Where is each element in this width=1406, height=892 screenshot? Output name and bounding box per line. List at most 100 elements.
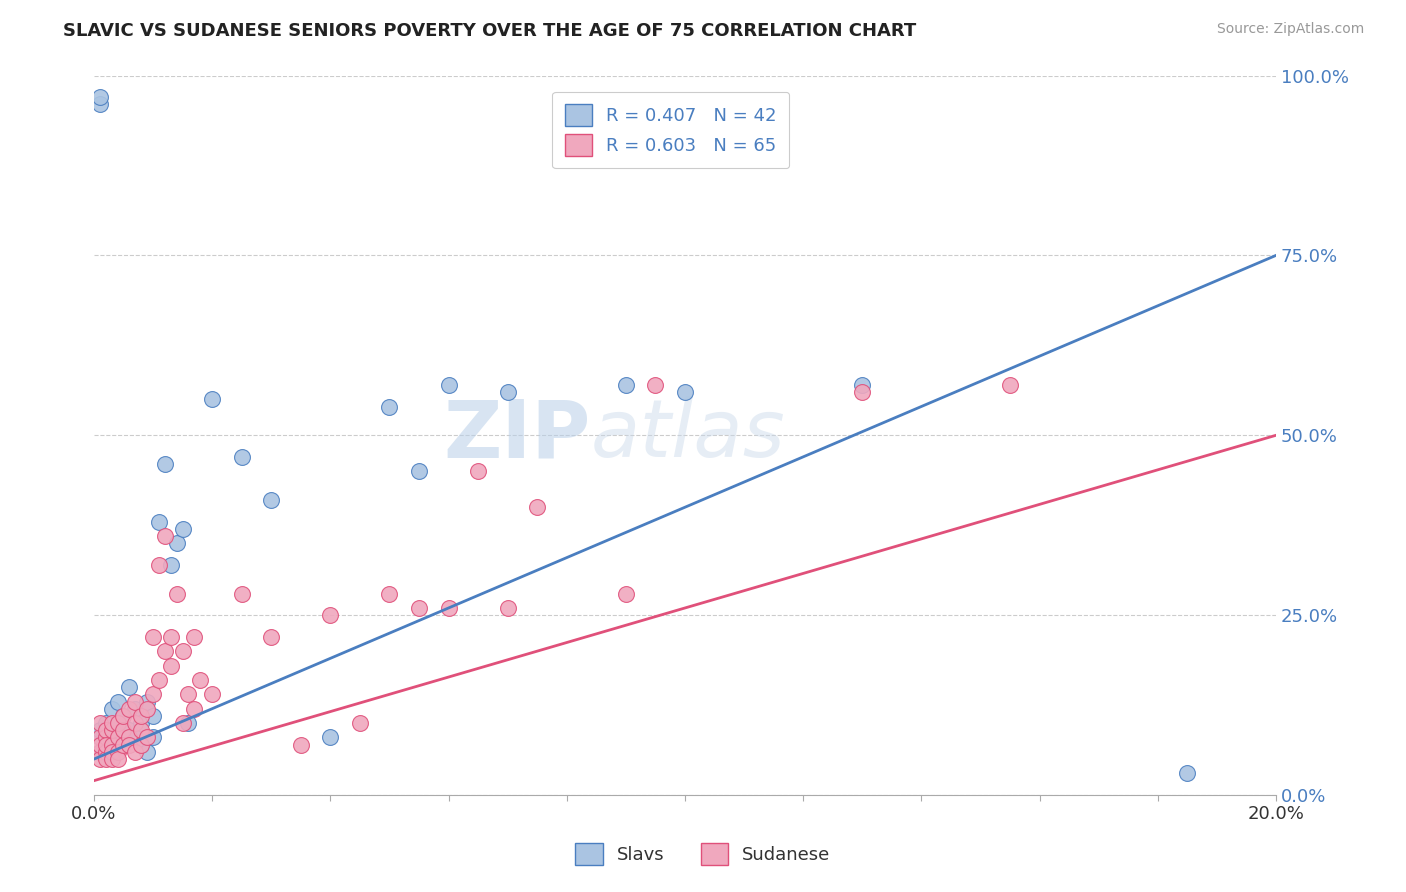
Point <box>378 586 401 600</box>
Point <box>349 716 371 731</box>
Point <box>112 709 135 723</box>
Point <box>118 702 141 716</box>
Point <box>290 738 312 752</box>
Point <box>673 385 696 400</box>
Point <box>148 515 170 529</box>
Point <box>159 658 181 673</box>
Point <box>100 723 122 738</box>
Point <box>177 687 200 701</box>
Point <box>148 558 170 572</box>
Point <box>201 392 224 407</box>
Point <box>183 630 205 644</box>
Point <box>89 738 111 752</box>
Point <box>496 385 519 400</box>
Point <box>136 702 159 716</box>
Text: SLAVIC VS SUDANESE SENIORS POVERTY OVER THE AGE OF 75 CORRELATION CHART: SLAVIC VS SUDANESE SENIORS POVERTY OVER … <box>63 22 917 40</box>
Point <box>437 378 460 392</box>
Text: Source: ZipAtlas.com: Source: ZipAtlas.com <box>1216 22 1364 37</box>
Point <box>118 738 141 752</box>
Point <box>614 378 637 392</box>
Point <box>172 716 194 731</box>
Point <box>148 673 170 687</box>
Point <box>231 586 253 600</box>
Point <box>159 558 181 572</box>
Point <box>94 723 117 738</box>
Point <box>94 752 117 766</box>
Point <box>89 716 111 731</box>
Point <box>644 378 666 392</box>
Point <box>107 716 129 731</box>
Point <box>1175 766 1198 780</box>
Point <box>107 752 129 766</box>
Point <box>177 716 200 731</box>
Point <box>408 464 430 478</box>
Point <box>100 745 122 759</box>
Point <box>107 694 129 708</box>
Point <box>183 702 205 716</box>
Point <box>129 709 152 723</box>
Point <box>107 745 129 759</box>
Point <box>153 529 176 543</box>
Point <box>260 630 283 644</box>
Point <box>614 586 637 600</box>
Point <box>136 731 159 745</box>
Point <box>153 644 176 658</box>
Point <box>136 745 159 759</box>
Point <box>89 97 111 112</box>
Point <box>142 709 165 723</box>
Point <box>166 586 188 600</box>
Point <box>851 385 873 400</box>
Point <box>94 738 117 752</box>
Point <box>496 601 519 615</box>
Point <box>94 716 117 731</box>
Point <box>112 738 135 752</box>
Point <box>153 457 176 471</box>
Point <box>100 752 122 766</box>
Point <box>319 731 342 745</box>
Point <box>89 723 111 738</box>
Point <box>94 731 117 745</box>
Point <box>172 644 194 658</box>
Point <box>100 702 122 716</box>
Point <box>136 694 159 708</box>
Point <box>112 709 135 723</box>
Point <box>89 731 111 745</box>
Point <box>142 731 165 745</box>
Point <box>124 731 146 745</box>
Point <box>129 723 152 738</box>
Point <box>231 450 253 464</box>
Point <box>124 702 146 716</box>
Point <box>124 716 146 731</box>
Point <box>94 731 117 745</box>
Point <box>142 630 165 644</box>
Point <box>89 731 111 745</box>
Point <box>851 378 873 392</box>
Point <box>89 745 111 759</box>
Point <box>124 694 146 708</box>
Point <box>166 536 188 550</box>
Point <box>89 745 111 759</box>
Text: atlas: atlas <box>591 396 785 475</box>
Point <box>107 731 129 745</box>
Point <box>107 716 129 731</box>
Text: ZIP: ZIP <box>443 396 591 475</box>
Point <box>526 500 548 515</box>
Point <box>319 608 342 623</box>
Point <box>201 687 224 701</box>
Point <box>129 738 152 752</box>
Point <box>378 400 401 414</box>
Point <box>94 738 117 752</box>
Point <box>100 723 122 738</box>
Point <box>100 716 122 731</box>
Point <box>129 716 152 731</box>
Point <box>118 680 141 694</box>
Point <box>89 90 111 104</box>
Point <box>89 752 111 766</box>
Point <box>94 745 117 759</box>
Point <box>112 731 135 745</box>
Point <box>129 738 152 752</box>
Point <box>100 738 122 752</box>
Point <box>260 493 283 508</box>
Point <box>188 673 211 687</box>
Point <box>437 601 460 615</box>
